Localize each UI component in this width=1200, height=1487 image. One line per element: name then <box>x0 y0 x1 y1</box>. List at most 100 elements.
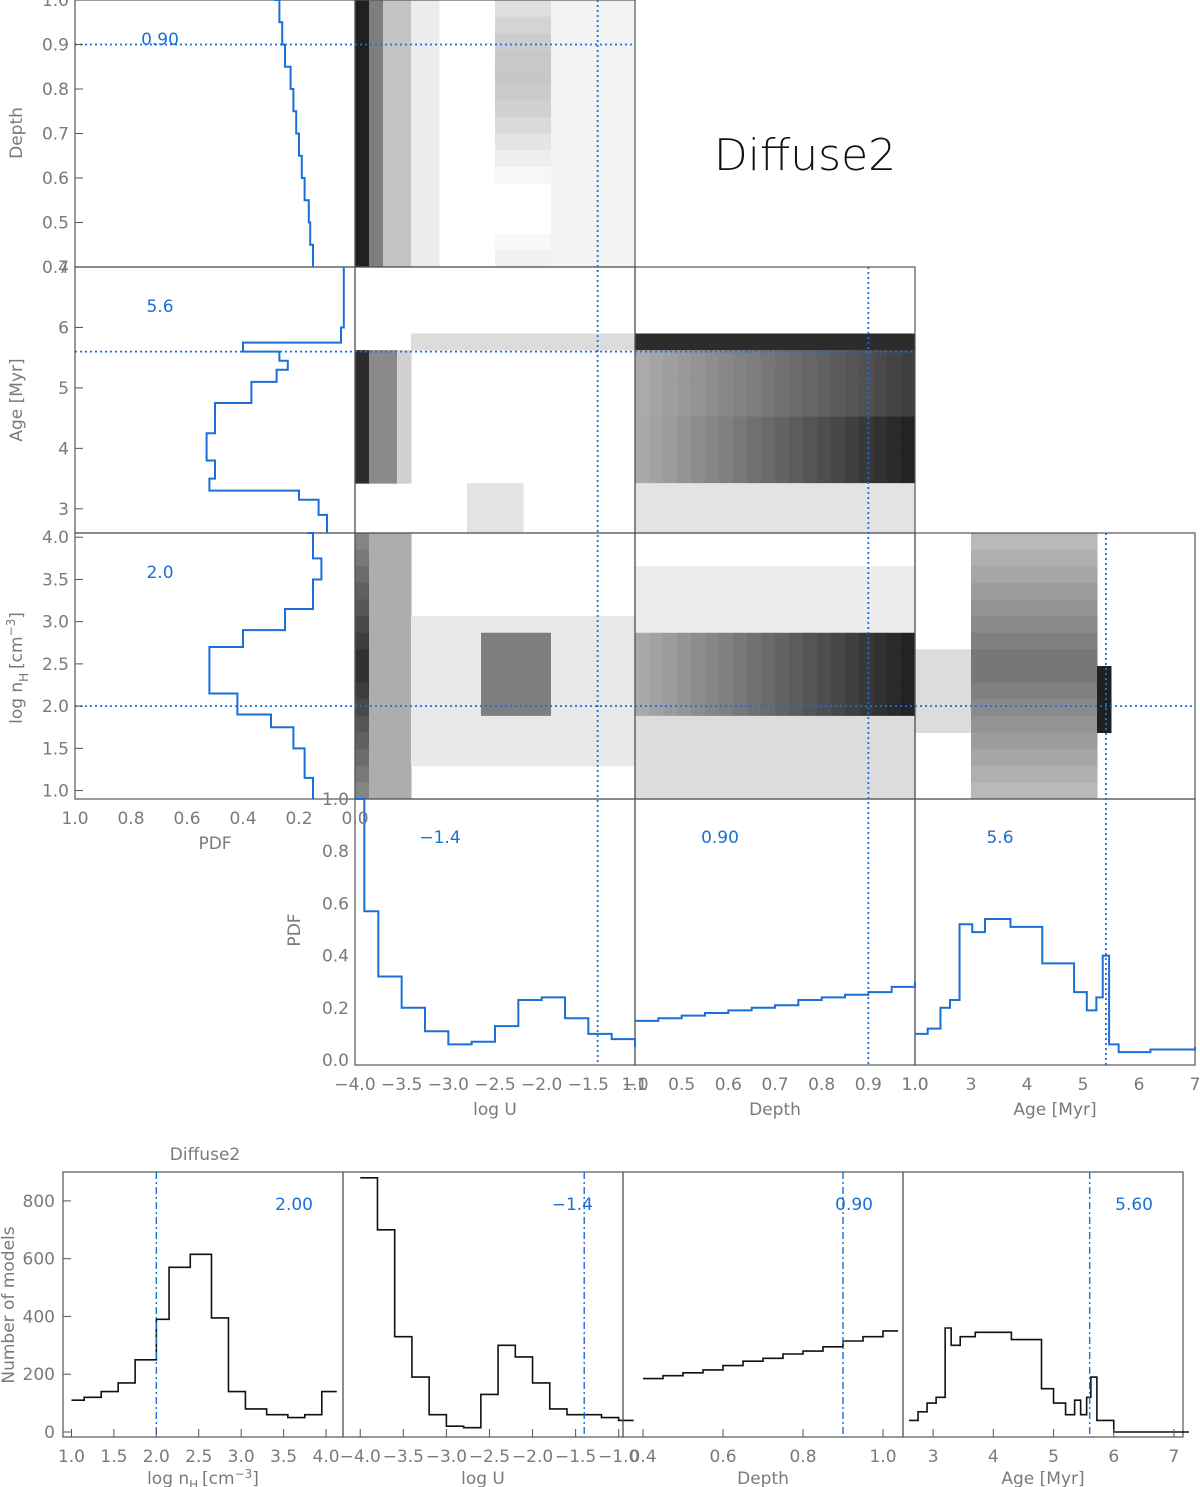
heatmap-cell <box>355 666 370 684</box>
heatmap-cell <box>383 0 398 18</box>
heatmap-cell <box>369 133 384 151</box>
heatmap-cell <box>593 166 608 185</box>
heatmap-cell <box>873 566 888 584</box>
heatmap-cell <box>607 333 622 351</box>
heatmap-cell <box>873 350 888 368</box>
panel-frame <box>74 0 356 268</box>
logU-xlabel: log U <box>473 1100 517 1120</box>
heatmap-cell <box>789 333 804 351</box>
heatmap-cell <box>873 699 888 717</box>
heatmap-cell <box>831 400 846 418</box>
heatmap-cell <box>747 715 762 733</box>
heatmap-cell <box>537 116 552 134</box>
heatmap-cell <box>747 366 762 384</box>
hist-x-tick-label: 5 <box>1048 1447 1059 1467</box>
heatmap-cell <box>929 699 944 717</box>
heatmap-cell <box>691 682 706 700</box>
heatmap-cell <box>397 383 412 401</box>
heatmap-cell <box>831 632 846 650</box>
heatmap-cell <box>789 350 804 368</box>
heatmap-cell <box>607 166 622 185</box>
heatmap-cell <box>481 666 496 684</box>
heatmap-cell <box>733 449 748 467</box>
heatmap-cell <box>733 483 748 501</box>
heatmap-cell <box>1055 599 1070 617</box>
heatmap-cell <box>831 732 846 750</box>
hist-xlabel-part: [cm <box>202 1469 235 1487</box>
heatmap-cell <box>691 566 706 584</box>
heatmap-cell <box>845 400 860 418</box>
heatmap-cell <box>831 383 846 401</box>
heatmap-cell <box>859 699 874 717</box>
heatmap-cell <box>579 66 594 84</box>
heatmap-cell <box>705 732 720 750</box>
heatmap-cell <box>397 66 412 84</box>
x-tick-label: 1.0 <box>901 1075 928 1095</box>
heatmap-cell <box>621 250 636 268</box>
heatmap-cell <box>817 715 832 733</box>
y-tick-label: 1.5 <box>42 739 69 759</box>
heatmap-cell <box>803 699 818 717</box>
heatmap-cell <box>789 449 804 467</box>
heatmap-cell <box>369 0 384 18</box>
heatmap-cell <box>523 333 538 351</box>
hist-x-tick-label: 7 <box>1169 1447 1180 1467</box>
heatmap-cell <box>817 632 832 650</box>
heatmap-cell <box>663 782 678 800</box>
heatmap-cell <box>859 682 874 700</box>
heatmap-cell <box>397 533 412 551</box>
heatmap-cell <box>999 599 1014 617</box>
heatmap-cell <box>705 449 720 467</box>
heatmap-cell <box>383 715 398 733</box>
heatmap-cell <box>1083 682 1098 700</box>
heatmap-cell <box>663 765 678 783</box>
heatmap-cell <box>873 749 888 767</box>
heatmap-cell <box>971 582 986 600</box>
y-tick-label: 3.5 <box>42 570 69 590</box>
hist-y-tick-label: 200 <box>23 1365 55 1385</box>
heatmap-cell <box>1027 632 1042 650</box>
heatmap-cell <box>761 499 776 517</box>
heatmap-cell <box>565 150 580 168</box>
hist-x-tick-label: −1.0 <box>598 1447 639 1467</box>
heatmap-cell <box>397 566 412 584</box>
hist-xlabel-part: H <box>189 1478 202 1487</box>
heatmap-cell <box>453 616 468 634</box>
heatmap-cell <box>397 216 412 235</box>
heatmap-cell <box>621 749 636 767</box>
heatmap-cell <box>677 749 692 767</box>
heatmap-cell <box>607 732 622 750</box>
heatmap-cell <box>887 449 902 467</box>
hist-best-label-2: 0.90 <box>835 1195 873 1215</box>
heatmap-cell <box>621 16 636 34</box>
heatmap-cell <box>761 400 776 418</box>
heatmap-cell <box>1097 715 1112 733</box>
heatmap-cell <box>495 0 510 18</box>
heatmap-cell <box>1069 599 1084 617</box>
heatmap-cell <box>383 16 398 34</box>
heatmap-cell <box>789 666 804 684</box>
heatmap-cell <box>593 699 608 717</box>
heatmap-cell <box>761 383 776 401</box>
x-tick-label: −1.5 <box>568 1075 609 1095</box>
heatmap-cell <box>397 133 412 151</box>
heatmap-cell <box>481 516 496 534</box>
heatmap-cell <box>397 466 412 484</box>
heatmap-cell <box>397 83 412 101</box>
heatmap-cell <box>355 183 370 201</box>
heatmap-cell <box>873 632 888 650</box>
heatmap-cell <box>579 150 594 168</box>
heatmap-cell <box>551 715 566 733</box>
heatmap-cell <box>985 765 1000 783</box>
heatmap-cell <box>845 616 860 634</box>
heatmap-cell <box>943 649 958 667</box>
heatmap-cell <box>481 499 496 517</box>
heatmap-cell <box>1069 749 1084 767</box>
heatmap-cell <box>383 216 398 235</box>
heatmap-cell <box>369 732 384 750</box>
heatmap-cell <box>747 449 762 467</box>
heatmap-cell <box>635 765 650 783</box>
heatmap-cell <box>887 416 902 434</box>
hist-x-tick-label: 4.0 <box>313 1447 340 1467</box>
